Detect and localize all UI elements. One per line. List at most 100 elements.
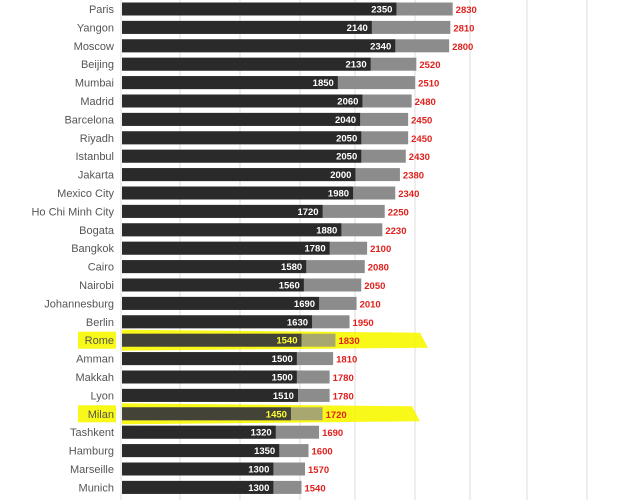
- label-layer: Paris 2350 2830 Yangon 2140 2810 Moscow 2340 280…: [31, 4, 476, 494]
- bar-primary: [122, 333, 302, 347]
- data-label-secondary: 2810: [453, 23, 474, 34]
- category-label: Mumbai: [75, 78, 114, 90]
- category-label: Riyadh: [80, 133, 114, 145]
- data-label-secondary: 2430: [409, 152, 430, 163]
- bar-primary: [122, 223, 342, 237]
- bar-primary: [122, 296, 320, 310]
- data-label-secondary: 1600: [312, 447, 333, 458]
- category-label: Ho Chi Minh City: [31, 206, 114, 218]
- bar-primary: [122, 39, 396, 53]
- data-label-primary: 2130: [345, 60, 366, 71]
- data-label-primary: 2060: [337, 97, 358, 108]
- bar-primary: [122, 352, 297, 366]
- highlight-label-band: [78, 331, 116, 349]
- bar-primary: [122, 186, 354, 200]
- bar-primary: [122, 315, 313, 329]
- data-label-secondary: 2830: [456, 5, 477, 16]
- data-label-secondary: 2340: [398, 189, 419, 200]
- data-label-secondary: 2050: [364, 281, 385, 292]
- data-label-primary: 1630: [287, 317, 308, 328]
- data-label-secondary: 2800: [452, 42, 473, 53]
- bar-primary: [122, 168, 356, 182]
- bar-primary: [122, 260, 307, 274]
- category-label: Moscow: [74, 41, 114, 53]
- bar-primary: [122, 112, 361, 126]
- data-label-primary: 1880: [316, 225, 337, 236]
- data-label-secondary: 2250: [388, 207, 409, 218]
- data-label-secondary: 2480: [415, 97, 436, 108]
- data-label-primary: 2050: [336, 152, 357, 163]
- bar-primary: [122, 57, 371, 71]
- data-label-primary: 1780: [304, 244, 325, 255]
- bar-primary: [122, 241, 330, 255]
- category-label: Mexico City: [57, 188, 114, 200]
- bar-primary: [122, 149, 362, 163]
- data-label-primary: 1500: [272, 354, 293, 365]
- category-label: Bogata: [79, 225, 115, 237]
- bar-primary: [122, 20, 372, 34]
- bar-primary: [122, 2, 397, 16]
- bar-primary: [122, 370, 297, 384]
- category-label: Barcelona: [64, 114, 114, 126]
- data-label-primary: 1300: [248, 465, 269, 476]
- category-label: Johannesburg: [44, 298, 114, 310]
- bar-primary: [122, 204, 323, 218]
- bar-primary: [122, 444, 280, 458]
- data-label-primary: 2050: [336, 133, 357, 144]
- data-label-primary: 1980: [328, 189, 349, 200]
- category-label: Marseille: [70, 464, 114, 476]
- data-label-secondary: 2080: [368, 263, 389, 274]
- bar-primary: [122, 278, 304, 292]
- category-label: Lyon: [91, 390, 114, 402]
- data-label-primary: 1500: [272, 373, 293, 384]
- category-label: Yangon: [77, 22, 114, 34]
- data-label-primary: 1450: [266, 409, 287, 420]
- category-label: Beijing: [81, 59, 114, 71]
- data-label-secondary: 2450: [411, 134, 432, 145]
- data-label-primary: 1300: [248, 483, 269, 494]
- data-label-secondary: 2520: [419, 60, 440, 71]
- category-label: Hamburg: [69, 446, 114, 458]
- category-label: Istanbul: [75, 151, 114, 163]
- data-label-primary: 1720: [297, 207, 318, 218]
- data-label-primary: 2040: [335, 115, 356, 126]
- bar-primary: [122, 462, 274, 476]
- category-label: Madrid: [80, 96, 114, 108]
- category-label: Nairobi: [79, 280, 114, 292]
- data-label-primary: 2350: [371, 5, 392, 16]
- data-label-secondary: 2450: [411, 115, 432, 126]
- bar-primary: [122, 480, 274, 494]
- data-label-secondary: 2100: [370, 244, 391, 255]
- data-label-primary: 1690: [294, 299, 315, 310]
- data-label-primary: 1560: [279, 281, 300, 292]
- bar-primary: [122, 94, 363, 108]
- data-label-primary: 1510: [273, 391, 294, 402]
- data-label-primary: 2000: [330, 170, 351, 181]
- data-label-primary: 1850: [313, 78, 334, 89]
- category-label: Munich: [79, 482, 114, 494]
- data-label-secondary: 2010: [360, 299, 381, 310]
- data-label-primary: 1540: [276, 336, 297, 347]
- data-label-secondary: 1540: [304, 483, 325, 494]
- data-label-secondary: 1830: [338, 336, 359, 347]
- bar-primary: [122, 388, 298, 402]
- data-label-secondary: 1690: [322, 428, 343, 439]
- data-label-secondary: 2510: [418, 79, 439, 90]
- bar-layer: [122, 2, 453, 494]
- data-label-primary: 2340: [370, 41, 391, 52]
- category-label: Amman: [76, 354, 114, 366]
- bar-primary: [122, 407, 291, 421]
- bar-primary: [122, 425, 276, 439]
- category-label: Milan: [88, 409, 114, 421]
- data-label-primary: 1580: [281, 262, 302, 273]
- data-label-secondary: 1570: [308, 465, 329, 476]
- data-label-secondary: 1720: [326, 410, 347, 421]
- highlight-label-band: [78, 405, 116, 423]
- category-label: Rome: [85, 335, 114, 347]
- data-label-secondary: 1780: [333, 373, 354, 384]
- bar-primary: [122, 131, 362, 145]
- data-label-secondary: 1950: [353, 318, 374, 329]
- category-label: Jakarta: [78, 170, 115, 182]
- data-label-secondary: 2380: [403, 171, 424, 182]
